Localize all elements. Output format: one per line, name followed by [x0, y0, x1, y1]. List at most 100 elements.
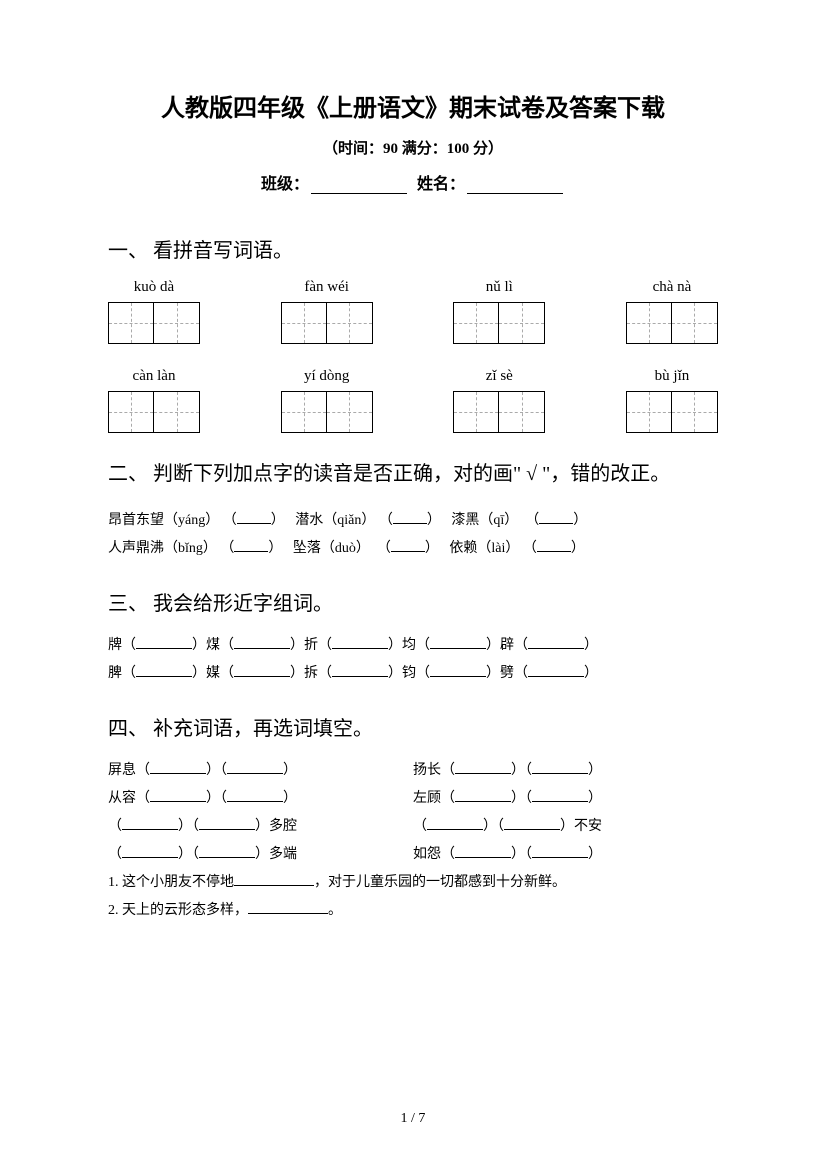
answer-blank[interactable]	[227, 760, 283, 774]
char-box-pair[interactable]	[626, 391, 718, 433]
answer-blank[interactable]	[150, 760, 206, 774]
info-line: 班级： 姓名：	[108, 170, 718, 194]
s3-char: 媒	[206, 666, 220, 681]
answer-blank[interactable]	[537, 538, 571, 552]
s4-q1-a: 1. 这个小朋友不停地	[108, 875, 234, 890]
char-box-pair[interactable]	[108, 302, 200, 344]
answer-blank[interactable]	[136, 663, 192, 677]
page-number: 1 / 7	[0, 1111, 826, 1127]
answer-blank[interactable]	[332, 663, 388, 677]
char-box-pair[interactable]	[626, 302, 718, 344]
answer-blank[interactable]	[122, 844, 178, 858]
pinyin-text: kuò dà	[108, 279, 200, 296]
s2-py: lài	[491, 541, 505, 556]
answer-blank[interactable]	[532, 788, 588, 802]
char-box-pair[interactable]	[108, 391, 200, 433]
char-box-pair[interactable]	[453, 302, 545, 344]
pinyin-text: fàn wéi	[281, 279, 373, 296]
answer-blank[interactable]	[532, 760, 588, 774]
s3-char: 均	[402, 638, 416, 653]
answer-blank[interactable]	[234, 663, 290, 677]
s3-char: 劈	[500, 666, 514, 681]
answer-blank[interactable]	[455, 760, 511, 774]
pinyin-text: chà nà	[626, 279, 718, 296]
s4-q1: 1. 这个小朋友不停地 ，对于儿童乐园的一切都感到十分新鲜。	[108, 869, 718, 897]
pinyin-item: bù jǐn	[626, 368, 718, 433]
pinyin-row-1: kuò dà fàn wéi nǔ lì chà nà	[108, 279, 718, 344]
s4-row: 屏息（）（）	[108, 757, 413, 785]
s4-right-col: 扬长（）（） 左顾（）（） （）（）不安 如怨（）（）	[413, 757, 718, 869]
s4-q1-b: ，对于儿童乐园的一切都感到十分新鲜。	[314, 875, 566, 890]
s4-row: 从容（）（）	[108, 785, 413, 813]
s4-pre: 从容	[108, 791, 136, 806]
class-label: 班级：	[261, 176, 309, 193]
s4-post: 多腔	[269, 819, 297, 834]
s4-post: 不安	[574, 819, 602, 834]
s2-word: 漆黑	[451, 513, 479, 528]
subtitle: （时间：90 满分：100 分）	[108, 137, 718, 158]
answer-blank[interactable]	[234, 538, 268, 552]
pinyin-text: bù jǐn	[626, 368, 718, 385]
char-box-pair[interactable]	[281, 391, 373, 433]
pinyin-item: chà nà	[626, 279, 718, 344]
answer-blank[interactable]	[234, 635, 290, 649]
answer-blank[interactable]	[528, 635, 584, 649]
s3-char: 脾	[108, 666, 122, 681]
s4-q2-b: 。	[328, 903, 342, 918]
answer-blank[interactable]	[227, 788, 283, 802]
s4-pre: 扬长	[413, 763, 441, 778]
answer-blank[interactable]	[199, 844, 255, 858]
s4-row: 如怨（）（）	[413, 841, 718, 869]
answer-blank[interactable]	[504, 816, 560, 830]
pinyin-row-2: càn làn yí dòng zǐ sè bù jǐn	[108, 368, 718, 433]
s3-char: 煤	[206, 638, 220, 653]
answer-blank[interactable]	[150, 788, 206, 802]
answer-blank[interactable]	[393, 510, 427, 524]
answer-blank[interactable]	[199, 816, 255, 830]
s2-py: bǐng	[178, 541, 203, 556]
char-box-pair[interactable]	[281, 302, 373, 344]
s2-word: 潜水	[295, 513, 323, 528]
answer-blank[interactable]	[455, 844, 511, 858]
s4-q2-a: 2. 天上的云形态多样，	[108, 903, 248, 918]
class-blank[interactable]	[311, 176, 407, 194]
s3-line-2: 脾（）媒（）拆（）钧（）劈（）	[108, 660, 718, 688]
answer-blank[interactable]	[539, 510, 573, 524]
name-blank[interactable]	[467, 176, 563, 194]
answer-blank[interactable]	[427, 816, 483, 830]
pinyin-item: yí dòng	[281, 368, 373, 433]
pinyin-text: zǐ sè	[453, 368, 545, 385]
pinyin-item: zǐ sè	[453, 368, 545, 433]
name-label: 姓名：	[417, 176, 465, 193]
answer-blank[interactable]	[234, 872, 314, 886]
s4-pre: 屏息	[108, 763, 136, 778]
s3-line-1: 牌（）煤（）折（）均（）辟（）	[108, 632, 718, 660]
answer-blank[interactable]	[430, 635, 486, 649]
s4-left-col: 屏息（）（） 从容（）（） （）（）多腔 （）（）多端	[108, 757, 413, 869]
s4-row: 左顾（）（）	[413, 785, 718, 813]
answer-blank[interactable]	[332, 635, 388, 649]
answer-blank[interactable]	[528, 663, 584, 677]
answer-blank[interactable]	[248, 900, 328, 914]
section-1: 一、 看拼音写词语。 kuò dà fàn wéi nǔ lì chà nà c…	[108, 234, 718, 433]
answer-blank[interactable]	[391, 538, 425, 552]
section-3-heading: 三、 我会给形近字组词。	[108, 587, 718, 616]
char-box-pair[interactable]	[453, 391, 545, 433]
pinyin-text: nǔ lì	[453, 279, 545, 296]
answer-blank[interactable]	[237, 510, 271, 524]
section-3: 三、 我会给形近字组词。 牌（）煤（）折（）均（）辟（） 脾（）媒（）拆（）钧（…	[108, 587, 718, 688]
s2-line-1: 昂首东望（yáng） （） 潜水（qiǎn） （） 漆黑（qī） （）	[108, 507, 718, 535]
answer-blank[interactable]	[122, 816, 178, 830]
answer-blank[interactable]	[136, 635, 192, 649]
answer-blank[interactable]	[455, 788, 511, 802]
pinyin-item: nǔ lì	[453, 279, 545, 344]
answer-blank[interactable]	[430, 663, 486, 677]
page-title: 人教版四年级《上册语文》期末试卷及答案下载	[108, 88, 718, 123]
s3-char: 折	[304, 638, 318, 653]
answer-blank[interactable]	[532, 844, 588, 858]
pinyin-text: càn làn	[108, 368, 200, 385]
s2-line-2: 人声鼎沸（bǐng） （） 坠落（duò） （） 依赖（lài） （）	[108, 535, 718, 563]
pinyin-item: càn làn	[108, 368, 200, 433]
s3-char: 钧	[402, 666, 416, 681]
section-4-heading: 四、 补充词语，再选词填空。	[108, 712, 718, 741]
